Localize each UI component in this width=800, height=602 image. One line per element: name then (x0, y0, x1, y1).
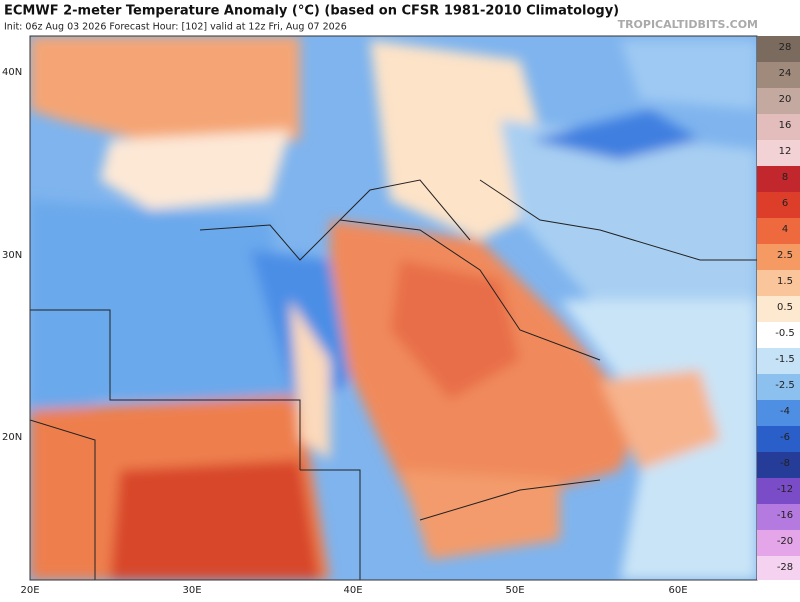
longitude-label: 50E (505, 585, 524, 596)
source: TROPICALTIDBITS.COM (618, 18, 758, 31)
colorbar-label: -2.5 (775, 380, 795, 391)
title: ECMWF 2-meter Temperature Anomaly (°C) (… (4, 4, 619, 19)
longitude-label: 40E (343, 585, 362, 596)
colorbar-label: -16 (777, 510, 793, 521)
colorbar-label: -6 (780, 432, 790, 443)
colorbar (757, 36, 800, 580)
colorbar-label: 24 (779, 68, 792, 79)
latitude-label: 30N (2, 250, 22, 261)
colorbar-label: -1.5 (775, 354, 795, 365)
longitude-label: 20E (20, 585, 39, 596)
colorbar-label: 20 (779, 94, 792, 105)
colorbar-label: 28 (779, 42, 792, 53)
colorbar-label: 16 (779, 120, 792, 131)
colorbar-label: 2.5 (777, 250, 793, 261)
colorbar-label: 1.5 (777, 276, 793, 287)
colorbar-label: 0.5 (777, 302, 793, 313)
colorbar-label: -0.5 (775, 328, 795, 339)
map (30, 36, 757, 580)
latitude-label: 20N (2, 432, 22, 443)
colorbar-label: -20 (777, 536, 793, 547)
colorbar-label: 8 (782, 172, 788, 183)
subtitle: Init: 06z Aug 03 2026 Forecast Hour: [10… (4, 22, 347, 33)
colorbar-label: -8 (780, 458, 790, 469)
colorbar-label: 4 (782, 224, 788, 235)
latitude-label: 40N (2, 67, 22, 78)
longitude-label: 60E (668, 585, 687, 596)
colorbar-label: -28 (777, 562, 793, 573)
longitude-label: 30E (182, 585, 201, 596)
colorbar-label: -4 (780, 406, 790, 417)
colorbar-label: 6 (782, 198, 788, 209)
borders (30, 179, 757, 580)
colorbar-label: -12 (777, 484, 793, 495)
colorbar-label: 12 (779, 146, 792, 157)
